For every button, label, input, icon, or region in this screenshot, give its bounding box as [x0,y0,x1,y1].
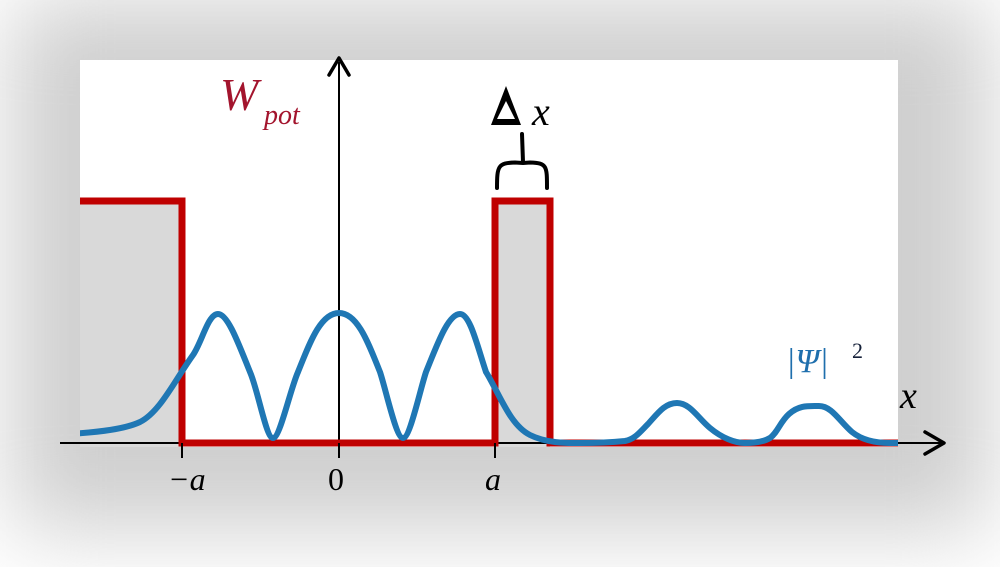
svg-text:a: a [485,461,501,497]
svg-text:x: x [899,375,917,417]
svg-text:−a: −a [168,461,206,497]
svg-text:W: W [220,69,262,120]
svg-text:0: 0 [328,461,344,497]
svg-text:2: 2 [852,338,863,363]
svg-text:pot: pot [262,100,301,131]
svg-text:x: x [531,89,550,134]
svg-text:|Ψ|: |Ψ| [786,343,829,380]
